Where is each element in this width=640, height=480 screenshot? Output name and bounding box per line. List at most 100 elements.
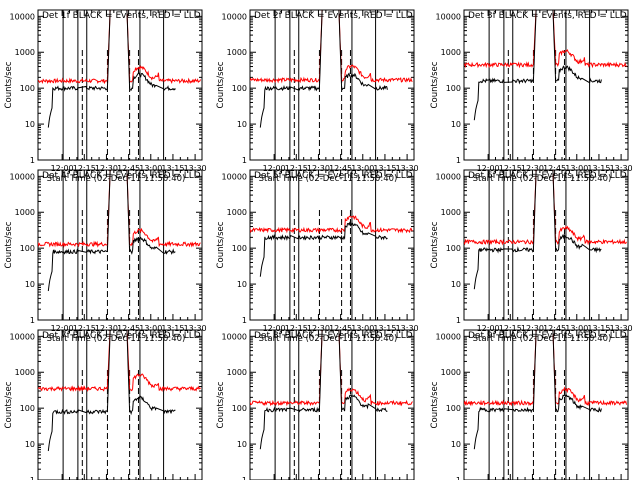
y-tick-label: 100 — [20, 404, 35, 413]
x-tick-label: 12:00 — [263, 164, 286, 173]
y-tick-label: 1000 — [227, 48, 247, 57]
y-tick-label: 100 — [446, 84, 461, 93]
panel-title: Det 8f BLACK = Events, RED = LLD — [254, 331, 413, 341]
y-tick-label: 100 — [232, 244, 247, 253]
x-tick-label: 12:15 — [285, 324, 308, 333]
x-tick-label: 12:30 — [307, 324, 330, 333]
y-tick-label: 100 — [20, 244, 35, 253]
x-tick-label: 12:30 — [307, 164, 330, 173]
x-tick-label: 12:30 — [95, 324, 118, 333]
x-tick-label: 12:15 — [499, 324, 522, 333]
x-tick-label: 13:15 — [373, 324, 396, 333]
y-tick-label: 1000 — [441, 208, 461, 217]
plot-frame — [463, 169, 629, 321]
detector-panel-1: Det 1f BLACK = Events, RED = LLD 1 10 100 10… — [4, 9, 207, 184]
y-tick-label: 10000 — [436, 172, 461, 181]
x-tick-label: 12:00 — [477, 164, 500, 173]
plot-frame — [249, 329, 415, 480]
lld-series-line — [250, 330, 413, 407]
x-tick-label: 12:45 — [329, 324, 352, 333]
y-tick-label: 1 — [242, 156, 247, 165]
y-tick-label: 100 — [232, 84, 247, 93]
y-tick-label: 1000 — [441, 368, 461, 377]
y-axis-label: Counts/sec — [4, 61, 14, 108]
plot-frame — [463, 9, 629, 161]
y-tick-label: 100 — [20, 84, 35, 93]
x-tick-label: 13:00 — [565, 324, 588, 333]
events-series-line — [259, 330, 388, 450]
x-tick-label: 13:15 — [587, 324, 610, 333]
detector-panel-4: Det 4f BLACK = Events, RED = LLD 1 10 100 10… — [4, 169, 207, 344]
lld-series-line — [38, 170, 201, 249]
lld-series-line — [250, 10, 413, 84]
y-tick-label: 10000 — [10, 332, 35, 341]
x-tick-label: 13:00 — [139, 324, 162, 333]
detector-panel-8: Det 8f BLACK = Events, RED = LLD 1 10 100 10… — [216, 329, 415, 480]
y-tick-label: 10000 — [222, 12, 247, 21]
x-tick-label: 12:00 — [477, 324, 500, 333]
detector-panel-5: Det 5f BLACK = Events, RED = LLD 1 10 100 10… — [216, 169, 419, 344]
lld-series-line — [464, 10, 627, 69]
y-tick-label: 1 — [456, 156, 461, 165]
x-tick-label: 12:15 — [73, 324, 96, 333]
lld-series-line — [250, 215, 413, 234]
x-tick-label: 12:15 — [73, 164, 96, 173]
events-series-line — [473, 330, 602, 450]
lld-series-line — [464, 330, 627, 407]
y-tick-label: 1 — [30, 476, 35, 480]
x-axis-label: Start Time (02-Dec-11 11:50:40) — [47, 334, 186, 344]
events-series-line — [259, 221, 388, 277]
events-series-line — [259, 10, 388, 128]
plot-frame — [37, 329, 203, 480]
panel-title: Det 9f BLACK = Events, RED = LLD — [468, 331, 627, 341]
events-series-line — [47, 330, 176, 452]
panel-title: Det 2f BLACK = Events, RED = LLD — [254, 11, 413, 21]
y-tick-label: 1000 — [227, 208, 247, 217]
x-tick-label: 12:00 — [51, 324, 74, 333]
y-tick-label: 100 — [232, 404, 247, 413]
x-tick-label: 13:00 — [139, 164, 162, 173]
x-tick-label: 12:30 — [521, 324, 544, 333]
plot-frame — [249, 9, 415, 161]
x-tick-label: 12:00 — [263, 324, 286, 333]
plot-frame — [37, 9, 203, 161]
y-tick-label: 10 — [237, 120, 247, 129]
x-tick-label: 13:00 — [351, 164, 374, 173]
panel-title: Det 7f BLACK = Events, RED = LLD — [42, 331, 201, 341]
y-tick-label: 1000 — [15, 48, 35, 57]
detector-panel-7: Det 7f BLACK = Events, RED = LLD 1 10 100 10… — [4, 329, 203, 480]
plot-frame — [249, 169, 415, 321]
x-tick-label: 13:00 — [565, 164, 588, 173]
lld-series-line — [38, 330, 201, 393]
y-axis-label: Counts/sec — [430, 381, 440, 428]
x-tick-label: 13:15 — [161, 324, 184, 333]
x-tick-label: 13:15 — [161, 164, 184, 173]
y-tick-label: 1 — [242, 476, 247, 480]
x-tick-label: 12:00 — [51, 164, 74, 173]
x-axis-label: Start Time (02-Dec-11 11:50:40) — [47, 174, 186, 184]
y-tick-label: 10000 — [436, 332, 461, 341]
x-axis-label: Start Time (02-Dec-11 11:50:40) — [473, 174, 612, 184]
y-tick-label: 10 — [25, 120, 35, 129]
x-tick-label: 12:45 — [117, 324, 140, 333]
y-tick-label: 1000 — [441, 48, 461, 57]
y-axis-label: Counts/sec — [216, 381, 226, 428]
detector-panel-3: Det 3f BLACK = Events, RED = LLD 1 10 100 10… — [430, 9, 633, 184]
x-tick-label: 12:15 — [499, 164, 522, 173]
x-tick-label: 13:30 — [396, 324, 419, 333]
x-tick-label: 12:45 — [329, 164, 352, 173]
lld-series-line — [464, 170, 627, 246]
detector-panel-6: Det 6f BLACK = Events, RED = LLD 1 10 100 10… — [430, 169, 633, 344]
y-axis-label: Counts/sec — [430, 221, 440, 268]
y-tick-label: 10 — [451, 120, 461, 129]
y-tick-label: 10 — [451, 280, 461, 289]
x-axis-label: Start Time (02-Dec-11 11:50:40) — [473, 334, 612, 344]
y-axis-label: Counts/sec — [430, 61, 440, 108]
y-tick-label: 10 — [237, 440, 247, 449]
x-axis-label: Start Time (02-Dec-11 11:50:40) — [259, 174, 398, 184]
x-tick-label: 13:15 — [587, 164, 610, 173]
panel-title: Det 1f BLACK = Events, RED = LLD — [42, 11, 201, 21]
x-tick-label: 13:30 — [610, 324, 633, 333]
detector-panel-2: Det 2f BLACK = Events, RED = LLD 1 10 100 10… — [216, 9, 419, 184]
